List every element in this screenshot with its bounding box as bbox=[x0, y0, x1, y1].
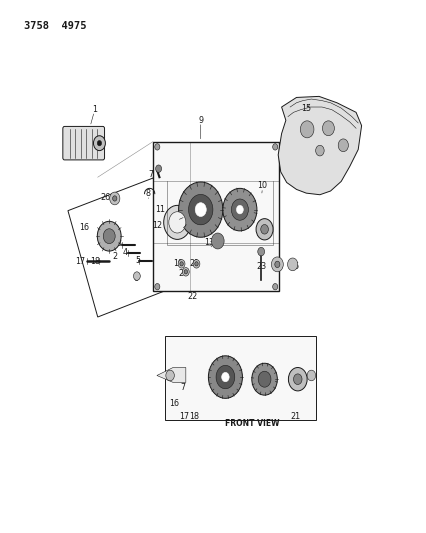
Text: 15: 15 bbox=[300, 103, 311, 112]
Circle shape bbox=[231, 199, 248, 220]
Text: 7: 7 bbox=[215, 383, 220, 392]
Circle shape bbox=[178, 182, 222, 237]
Circle shape bbox=[293, 374, 301, 384]
Circle shape bbox=[236, 205, 243, 214]
Text: 24: 24 bbox=[273, 262, 282, 271]
Text: 9: 9 bbox=[198, 116, 203, 125]
Text: 7: 7 bbox=[180, 383, 185, 392]
Text: 12: 12 bbox=[152, 221, 162, 230]
Circle shape bbox=[257, 247, 264, 256]
Circle shape bbox=[274, 261, 279, 268]
Text: 7: 7 bbox=[148, 170, 153, 179]
Text: 3758  4975: 3758 4975 bbox=[24, 21, 86, 31]
FancyBboxPatch shape bbox=[63, 126, 104, 160]
Circle shape bbox=[112, 196, 117, 201]
Text: 2: 2 bbox=[112, 253, 117, 261]
Circle shape bbox=[322, 121, 334, 136]
Text: 22: 22 bbox=[254, 383, 264, 392]
Text: 8: 8 bbox=[145, 189, 150, 198]
Circle shape bbox=[109, 192, 120, 205]
Text: 20: 20 bbox=[178, 269, 188, 278]
Text: 23: 23 bbox=[256, 262, 265, 271]
Text: 25: 25 bbox=[288, 262, 299, 271]
Circle shape bbox=[163, 205, 190, 239]
Circle shape bbox=[271, 257, 282, 272]
Text: 17: 17 bbox=[179, 412, 189, 421]
Circle shape bbox=[222, 188, 256, 231]
Text: 17: 17 bbox=[75, 257, 86, 265]
Circle shape bbox=[168, 212, 185, 233]
Bar bbox=[164, 336, 315, 419]
Text: 11: 11 bbox=[155, 205, 165, 214]
Text: 7: 7 bbox=[295, 383, 300, 392]
Circle shape bbox=[195, 203, 206, 216]
Circle shape bbox=[258, 371, 271, 387]
Text: 3: 3 bbox=[116, 239, 121, 248]
Circle shape bbox=[211, 233, 224, 249]
Polygon shape bbox=[153, 142, 278, 292]
Text: 18: 18 bbox=[189, 412, 199, 421]
Text: 26: 26 bbox=[101, 193, 111, 202]
Polygon shape bbox=[278, 96, 361, 195]
Text: 18: 18 bbox=[90, 257, 100, 265]
Circle shape bbox=[256, 219, 273, 240]
Text: 10: 10 bbox=[257, 181, 267, 190]
Circle shape bbox=[165, 370, 174, 381]
Circle shape bbox=[216, 366, 234, 389]
Circle shape bbox=[97, 141, 101, 146]
Circle shape bbox=[154, 144, 159, 150]
Circle shape bbox=[221, 373, 229, 382]
Circle shape bbox=[188, 195, 213, 225]
Circle shape bbox=[288, 368, 306, 391]
Text: 21: 21 bbox=[290, 412, 299, 421]
Circle shape bbox=[97, 221, 121, 251]
Circle shape bbox=[272, 284, 277, 290]
Text: 5: 5 bbox=[135, 256, 140, 264]
Text: 1: 1 bbox=[92, 105, 97, 114]
Circle shape bbox=[287, 258, 297, 271]
Circle shape bbox=[133, 272, 140, 280]
Circle shape bbox=[315, 146, 323, 156]
Text: FRONT VIEW: FRONT VIEW bbox=[225, 419, 279, 428]
Text: 16: 16 bbox=[79, 223, 89, 232]
Polygon shape bbox=[156, 368, 185, 382]
Text: 21: 21 bbox=[189, 260, 199, 268]
Circle shape bbox=[194, 262, 198, 266]
Text: 6: 6 bbox=[133, 273, 138, 282]
Circle shape bbox=[103, 229, 115, 244]
Circle shape bbox=[251, 364, 277, 395]
Circle shape bbox=[155, 165, 161, 172]
Circle shape bbox=[184, 270, 187, 274]
Text: 14: 14 bbox=[258, 227, 268, 236]
Circle shape bbox=[299, 121, 313, 138]
Circle shape bbox=[179, 262, 183, 266]
Circle shape bbox=[272, 144, 277, 150]
Circle shape bbox=[193, 260, 199, 268]
Circle shape bbox=[260, 224, 268, 234]
Text: 16: 16 bbox=[169, 399, 179, 408]
Circle shape bbox=[337, 139, 348, 152]
Circle shape bbox=[93, 136, 105, 151]
Circle shape bbox=[178, 260, 184, 268]
Circle shape bbox=[154, 284, 159, 290]
Text: 13: 13 bbox=[204, 238, 214, 247]
Text: 4: 4 bbox=[122, 248, 127, 257]
Text: 19: 19 bbox=[173, 260, 183, 268]
Circle shape bbox=[182, 268, 189, 276]
Circle shape bbox=[306, 370, 315, 381]
Circle shape bbox=[208, 356, 242, 398]
Text: 22: 22 bbox=[187, 292, 197, 301]
